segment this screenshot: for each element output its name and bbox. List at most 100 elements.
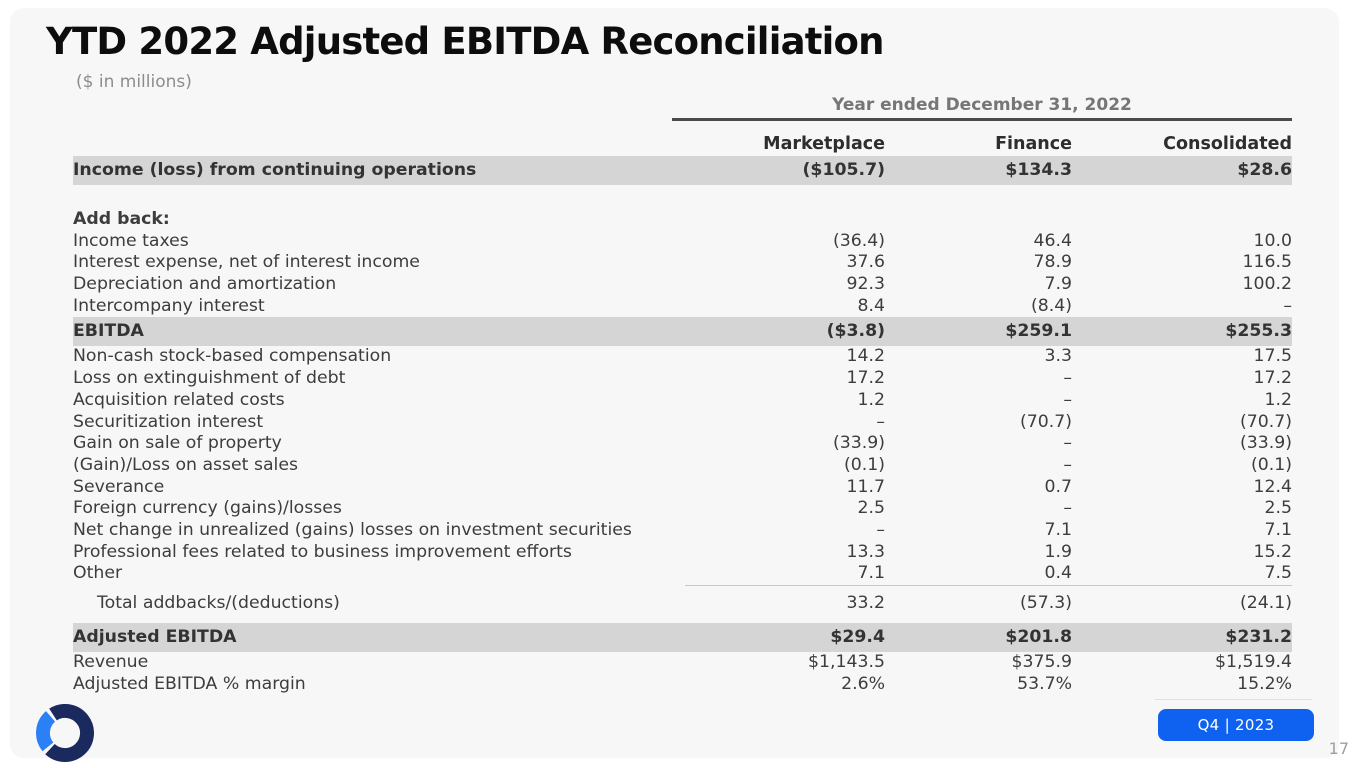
row-value-consolidated: 116.5 — [1242, 252, 1292, 273]
row-label: Intercompany interest — [73, 295, 265, 316]
row-value-consolidated: 12.4 — [1253, 476, 1292, 497]
row-label: Depreciation and amortization — [73, 274, 337, 295]
table-body: Income (loss) from continuing operations… — [73, 156, 1292, 695]
row-value-finance: $134.3 — [1005, 160, 1072, 180]
table-spacer — [73, 185, 1292, 209]
row-value-finance: 0.4 — [885, 563, 1072, 587]
column-header-marketplace: Marketplace — [763, 134, 885, 154]
table-row: Non-cash stock-based compensation 14.2 3… — [73, 346, 1292, 368]
row-label: Total addbacks/(deductions) — [97, 593, 340, 613]
row-value-consolidated: – — [1283, 295, 1292, 316]
row-value-finance: 0.7 — [1044, 476, 1072, 497]
row-value-marketplace: 2.5 — [857, 498, 885, 519]
quarter-badge: Q4 | 2023 — [1158, 709, 1314, 741]
row-value-marketplace: ($3.8) — [826, 321, 885, 342]
row-label: EBITDA — [73, 321, 144, 342]
row-value-marketplace: (33.9) — [833, 433, 885, 454]
row-value-marketplace: 13.3 — [846, 541, 885, 562]
column-header-finance: Finance — [995, 134, 1072, 154]
table-row: Income taxes (36.4) 46.4 10.0 — [73, 231, 1292, 253]
row-label: Professional fees related to business im… — [73, 541, 572, 562]
row-value-marketplace: 14.2 — [846, 346, 885, 367]
table-row: Adjusted EBITDA % margin 2.6% 53.7% 15.2… — [73, 674, 1292, 696]
row-value-finance: 53.7% — [1017, 673, 1072, 694]
row-value-marketplace: 2.6% — [841, 673, 885, 694]
row-value-finance: 78.9 — [1033, 252, 1072, 273]
table-row: Foreign currency (gains)/losses 2.5 – 2.… — [73, 498, 1292, 520]
row-value-marketplace: 37.6 — [846, 252, 885, 273]
row-value-finance: (70.7) — [1020, 411, 1072, 432]
row-value-consolidated: 10.0 — [1253, 230, 1292, 251]
row-value-marketplace: ($105.7) — [802, 160, 885, 180]
table-row: (Gain)/Loss on asset sales (0.1) – (0.1) — [73, 455, 1292, 477]
row-value-marketplace: 17.2 — [846, 368, 885, 389]
table-row: Securitization interest – (70.7) (70.7) — [73, 412, 1292, 434]
row-value-marketplace: $29.4 — [830, 627, 885, 647]
row-value-marketplace: 8.4 — [857, 295, 885, 316]
column-header-row: Marketplace Finance Consolidated — [73, 121, 1292, 156]
table-row: Interest expense, net of interest income… — [73, 252, 1292, 274]
row-value-marketplace: – — [876, 519, 885, 540]
table-row: Add back: — [73, 209, 1292, 231]
row-label: Other — [73, 563, 123, 584]
table-row: Professional fees related to business im… — [73, 542, 1292, 564]
row-value-finance: $201.8 — [1005, 627, 1072, 647]
row-value-finance: 46.4 — [1033, 230, 1072, 251]
row-value-consolidated: 1.2 — [1264, 389, 1292, 410]
row-label: Income taxes — [73, 230, 189, 251]
row-label: Revenue — [73, 652, 149, 672]
row-value-finance: – — [1063, 433, 1072, 454]
table-row: Revenue $1,143.5 $375.9 $1,519.4 — [73, 652, 1292, 674]
row-label: Non-cash stock-based compensation — [73, 346, 392, 367]
row-label: Foreign currency (gains)/losses — [73, 498, 342, 519]
row-value-finance: $259.1 — [1005, 321, 1072, 342]
row-value-finance: 1.9 — [1044, 541, 1072, 562]
row-label: Gain on sale of property — [73, 433, 282, 454]
row-value-consolidated: 17.2 — [1253, 368, 1292, 389]
row-value-marketplace: (36.4) — [833, 230, 885, 251]
row-value-finance: – — [1063, 389, 1072, 410]
row-value-finance: – — [1063, 454, 1072, 475]
company-logo-icon — [36, 704, 94, 762]
row-label: Adjusted EBITDA % margin — [73, 673, 306, 694]
row-value-consolidated: $255.3 — [1225, 321, 1292, 342]
row-value-consolidated: 17.5 — [1253, 346, 1292, 367]
row-value-finance: (57.3) — [1020, 593, 1072, 613]
table-row: Loss on extinguishment of debt 17.2 – 17… — [73, 368, 1292, 390]
row-value-marketplace: 33.2 — [846, 593, 885, 613]
period-header-wrap: Year ended December 31, 2022 — [73, 95, 1292, 121]
table-row: Income (loss) from continuing operations… — [73, 156, 1292, 185]
row-value-consolidated: 15.2% — [1237, 673, 1292, 694]
table-bottom-rule — [1155, 699, 1312, 700]
row-value-marketplace — [685, 209, 885, 231]
row-label: Net change in unrealized (gains) losses … — [73, 519, 632, 540]
row-value-finance: – — [1063, 498, 1072, 519]
row-label: Loss on extinguishment of debt — [73, 368, 346, 389]
table-row: Total addbacks/(deductions) 33.2 (57.3) … — [73, 591, 1292, 615]
row-value-consolidated: 7.1 — [1264, 519, 1292, 540]
table-row: Net change in unrealized (gains) losses … — [73, 520, 1292, 542]
row-value-consolidated: (0.1) — [1251, 454, 1292, 475]
table-row: Severance 11.7 0.7 12.4 — [73, 477, 1292, 499]
period-header: Year ended December 31, 2022 — [672, 95, 1292, 121]
row-value-marketplace: 1.2 — [857, 389, 885, 410]
ebitda-table: Year ended December 31, 2022 Marketplace… — [73, 95, 1292, 695]
row-label: Add back: — [73, 209, 170, 229]
table-row: Acquisition related costs 1.2 – 1.2 — [73, 390, 1292, 412]
row-label: Adjusted EBITDA — [73, 627, 237, 647]
row-label: (Gain)/Loss on asset sales — [73, 454, 298, 475]
row-value-consolidated — [1072, 209, 1292, 231]
row-value-marketplace: 7.1 — [685, 563, 885, 587]
row-value-consolidated: $28.6 — [1237, 160, 1292, 180]
row-value-finance: – — [1063, 368, 1072, 389]
slide-subtitle: ($ in millions) — [76, 72, 192, 92]
row-value-consolidated: (70.7) — [1240, 411, 1292, 432]
table-row: EBITDA ($3.8) $259.1 $255.3 — [73, 317, 1292, 347]
row-value-consolidated: (33.9) — [1240, 433, 1292, 454]
row-value-consolidated: (24.1) — [1240, 593, 1292, 613]
row-label: Severance — [73, 476, 165, 497]
table-row: Other 7.1 0.4 7.5 — [73, 563, 1292, 587]
row-value-consolidated: 2.5 — [1264, 498, 1292, 519]
row-value-marketplace: – — [876, 411, 885, 432]
